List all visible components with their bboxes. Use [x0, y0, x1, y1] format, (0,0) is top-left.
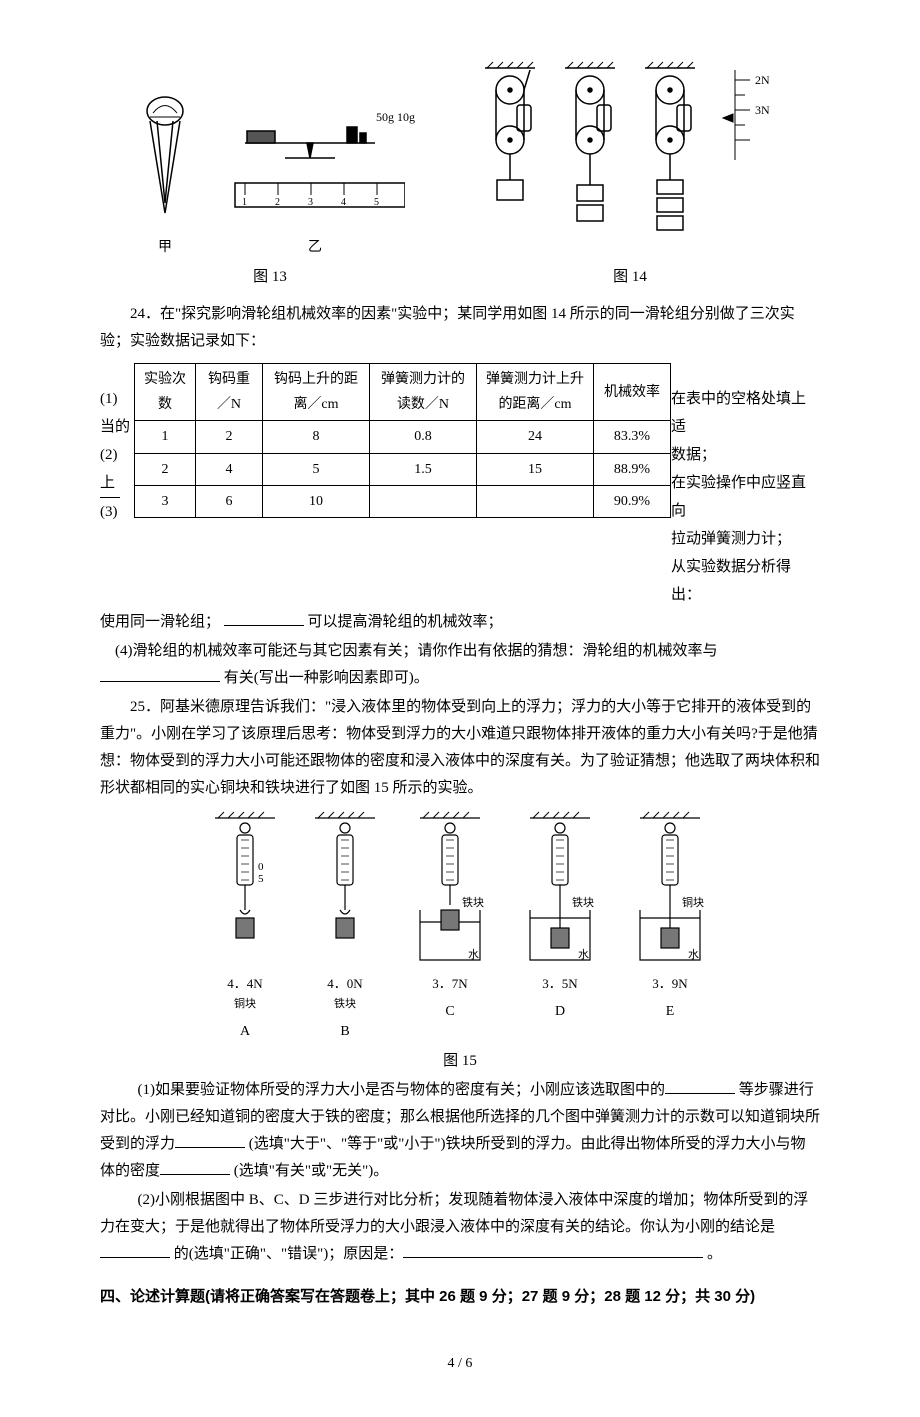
- svg-text:5: 5: [258, 873, 264, 885]
- fig14-caption: 图 14: [613, 264, 647, 291]
- q24-rt-2: 数据；: [671, 441, 820, 469]
- svg-text:1: 1: [242, 197, 247, 208]
- figures-top-row: 甲 50g 10g: [100, 60, 820, 291]
- table-row: 2451.51588.9%: [135, 453, 671, 485]
- fig14-scale-3n: 3N: [755, 103, 770, 117]
- q24-ln-4: 上: [100, 469, 120, 498]
- blank-q25-4[interactable]: [100, 1257, 170, 1258]
- q25-intro: 25．阿基米德原理告诉我们："浸入液体里的物体受到向上的浮力；浮力的大小等于它排…: [100, 694, 820, 802]
- fig15-item-a: 05 4．4N 铜块 A: [200, 810, 290, 1044]
- fig13-yi-icon: 1 2 3 4 5: [225, 113, 405, 233]
- svg-text:铜块: 铜块: [682, 895, 704, 909]
- blank-4[interactable]: [100, 681, 220, 682]
- svg-text:水: 水: [468, 948, 479, 961]
- th-5: 弹簧测力计上升的距离／cm: [477, 364, 594, 421]
- fig15-item-d: 铁块水 3．5N D: [510, 810, 610, 1044]
- q24-ln-3: (2): [100, 441, 134, 469]
- fig15-item-e: 铜块水 3．9N E: [620, 810, 720, 1044]
- table-row: 361090.9%: [135, 485, 671, 517]
- section-4-heading: 四、论述计算题(请将正确答案写在答题卷上；其中 26 题 9 分；27 题 9 …: [100, 1283, 820, 1311]
- th-3: 钩码上升的距离／cm: [263, 364, 370, 421]
- fig14-pulley-3: [635, 60, 705, 260]
- blank-q25-3[interactable]: [160, 1174, 230, 1175]
- q24-ln-5: (3): [100, 498, 134, 526]
- q24-intro: 24．在"探究影响滑轮组机械效率的因素"实验中；某同学用如图 14 所示的同一滑…: [100, 301, 820, 355]
- th-1: 实验次数: [135, 364, 196, 421]
- page-footer: 4 / 6: [100, 1351, 820, 1376]
- svg-text:4: 4: [341, 197, 346, 208]
- blank-3[interactable]: [224, 625, 304, 626]
- fig15-item-b: 4．0N 铁块 B: [300, 810, 390, 1044]
- fig13-label-yi: 乙: [225, 235, 405, 260]
- q24-line4: (4)滑轮组的机械效率可能还与其它因素有关；请你作出有依据的猜想：滑轮组的机械效…: [100, 638, 820, 692]
- fig14-pulley-2: [555, 60, 625, 250]
- svg-text:铁块: 铁块: [462, 896, 484, 909]
- q24-table-block: (1) 当的 (2) 上 (3) 实验次数 钩码重／N 钩码上升的距离／cm 弹…: [100, 357, 820, 609]
- blank-q25-1[interactable]: [665, 1093, 735, 1094]
- svg-text:0: 0: [258, 861, 264, 873]
- svg-text:水: 水: [578, 948, 589, 961]
- svg-text:2: 2: [275, 197, 280, 208]
- fig13-weights-label: 50g 10g: [376, 107, 415, 129]
- svg-text:5: 5: [374, 197, 379, 208]
- q24-rt-3: 在实验操作中应竖直向: [671, 469, 820, 525]
- figure-14: 2N 3N 图 14: [475, 60, 785, 291]
- svg-text:水: 水: [688, 948, 699, 961]
- fig14-scale-detail: 2N 3N: [715, 60, 785, 180]
- fig14-pulley-1: [475, 60, 545, 240]
- th-4: 弹簧测力计的读数／N: [370, 364, 477, 421]
- fig15-caption: 图 15: [100, 1048, 820, 1075]
- q24-ln-2: 当的: [100, 413, 134, 441]
- fig14-scale-2n: 2N: [755, 73, 770, 87]
- q24-rt-1: 在表中的空格处填上适: [671, 385, 820, 441]
- th-6: 机械效率: [594, 364, 671, 421]
- q24-ln-1: (1): [100, 385, 134, 413]
- q24-table: 实验次数 钩码重／N 钩码上升的距离／cm 弹簧测力计的读数／N 弹簧测力计上升…: [134, 363, 671, 518]
- figure-15: 05 4．4N 铜块 A 4．0N 铁块 B 铁块水 3．7N C: [100, 810, 820, 1044]
- th-2: 钩码重／N: [196, 364, 263, 421]
- svg-text:3: 3: [308, 197, 313, 208]
- blank-q25-5[interactable]: [403, 1257, 703, 1258]
- svg-text:铁块: 铁块: [572, 896, 594, 909]
- q24-rt-4: 拉动弹簧测力计；: [671, 525, 820, 553]
- fig13-jia-icon: [135, 93, 195, 233]
- figure-13: 甲 50g 10g: [135, 93, 405, 291]
- q24-rt-5: 从实验数据分析得出：: [671, 553, 820, 609]
- table-row: 1280.82483.3%: [135, 421, 671, 453]
- fig13-label-jia: 甲: [135, 235, 195, 260]
- fig13-caption: 图 13: [253, 264, 287, 291]
- q25-p2: (2)小刚根据图中 B、C、D 三步进行对比分析；发现随着物体浸入液体中深度的增…: [100, 1187, 820, 1268]
- q25-p1: (1)如果要验证物体所受的浮力大小是否与物体的密度有关；小刚应该选取图中的 等步…: [100, 1077, 820, 1185]
- fig15-item-c: 铁块水 3．7N C: [400, 810, 500, 1044]
- blank-q25-2[interactable]: [175, 1147, 245, 1148]
- q24-line3: 使用同一滑轮组； 可以提高滑轮组的机械效率；: [100, 609, 820, 636]
